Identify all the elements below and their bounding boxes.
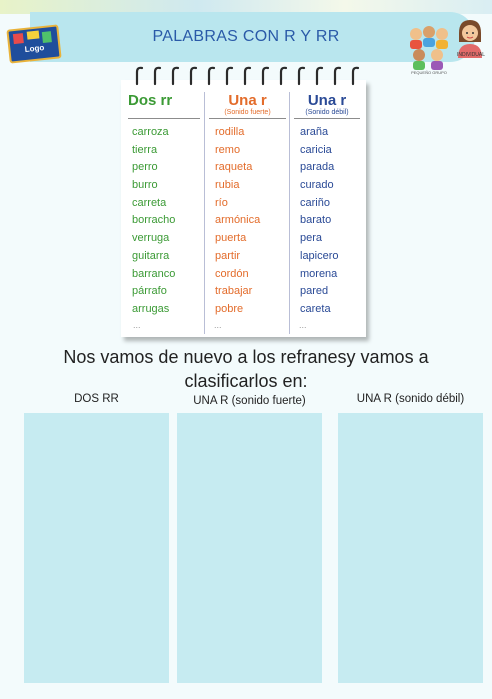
column-subheading: (Sonido fuerte) [224, 109, 271, 116]
word-item: carroza [132, 126, 169, 138]
word-item: remo [215, 143, 241, 156]
word-item: río [215, 196, 228, 209]
word-item: borracho [132, 214, 176, 227]
column-una-r-fuerte: Una r (Sonido fuerte) rodilla remo raque… [209, 92, 286, 331]
category-label-una-r-fuerte: UNA R (sonido fuerte) [193, 395, 306, 407]
individual-label: INDIVIDUAL [456, 52, 486, 58]
drop-zone-una-r-fuerte[interactable] [177, 413, 322, 683]
word-item: cariño [300, 196, 330, 209]
word-item: parada [300, 161, 335, 174]
word-item: careta [300, 302, 331, 315]
word-item: carreta [132, 196, 167, 209]
word-item: arrugas [132, 302, 170, 315]
category-label-dos-rr: DOS RR [74, 393, 119, 405]
page-title: PALABRAS CON R Y RR [152, 28, 340, 45]
word-list-notebook [121, 80, 366, 337]
word-item: puerta [215, 232, 247, 245]
word-item: trabajar [215, 285, 253, 298]
drop-zone-una-r-debil[interactable] [338, 413, 483, 683]
column-subheading [128, 109, 200, 117]
column-heading: Una r [307, 92, 347, 109]
word-item: rubia [215, 179, 240, 192]
word-item: rodilla [215, 126, 245, 138]
drop-zone-dos-rr[interactable] [24, 413, 169, 683]
word-item: verruga [132, 232, 170, 245]
list-ellipsis: ... [299, 319, 307, 330]
column-dos-rr: Dos rr carroza tierra perro burro carret… [128, 92, 200, 331]
word-item: perro [132, 161, 158, 174]
word-item: armónica [215, 214, 261, 227]
word-item: curado [300, 179, 334, 192]
instruction-text: Nos vamos de nuevo a los refranesy vamos… [63, 347, 429, 391]
word-item: cordón [215, 267, 249, 280]
column-divider [204, 92, 205, 334]
word-item: partir [215, 249, 241, 262]
word-item: barato [300, 214, 332, 227]
word-item: pobre [215, 302, 244, 315]
header-band [30, 12, 475, 62]
word-item: pared [300, 285, 329, 298]
word-item: burro [132, 179, 158, 192]
category-label-una-r-debil: UNA R (sonido débil) [356, 393, 465, 405]
column-una-r-debil: Una r (Sonido débil) araña caricia parad… [294, 92, 360, 331]
small-group-label: PEQUEÑO GRUPO [411, 70, 447, 75]
word-item: morena [300, 267, 338, 280]
column-subheading: (Sonido débil) [305, 109, 349, 116]
top-decoration [0, 0, 492, 14]
column-heading: Dos rr [128, 92, 173, 109]
individual-student-icon [458, 20, 482, 58]
word-item: párrafo [132, 285, 167, 298]
word-item: raqueta [215, 161, 253, 174]
word-item: tierra [132, 143, 158, 156]
word-item: pera [300, 232, 323, 245]
list-ellipsis: ... [133, 319, 141, 330]
column-heading: Una r [228, 92, 267, 109]
word-item: araña [300, 126, 329, 138]
notebook-spiral [135, 66, 360, 86]
brand-logo: Logo [6, 24, 62, 64]
logo-text: Logo [24, 42, 45, 54]
small-group-icon [410, 26, 448, 70]
word-item: caricia [300, 143, 332, 156]
word-item: lapicero [300, 249, 339, 262]
column-divider [289, 92, 290, 334]
word-item: barranco [132, 267, 176, 280]
list-ellipsis: ... [214, 319, 222, 330]
word-item: guitarra [132, 249, 170, 262]
